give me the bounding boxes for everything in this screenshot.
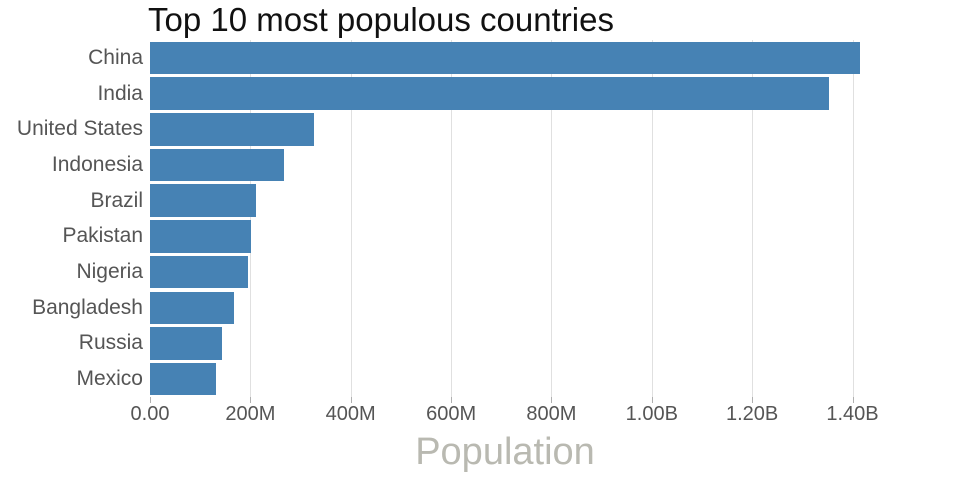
x-tick-mark: [350, 397, 352, 403]
gridline: [852, 40, 854, 397]
x-axis-title: Population: [415, 431, 595, 473]
y-tick-label: United States: [16, 117, 143, 141]
x-tick-label: 200M: [225, 403, 276, 425]
bar-china: [150, 41, 860, 75]
gridline: [350, 40, 352, 397]
x-tick-label: 600M: [426, 403, 477, 425]
x-tick-label: 1.40B: [826, 403, 879, 425]
x-tick-label: 0.00: [130, 403, 170, 425]
y-tick-label: Brazil: [90, 188, 143, 212]
x-tick-label: 800M: [526, 403, 577, 425]
x-tick-mark: [752, 397, 754, 403]
gridline: [250, 40, 252, 397]
y-axis-labels: China India United States Indonesia Brazil Pa…: [0, 40, 143, 397]
x-tick-mark: [150, 397, 151, 403]
gridline: [551, 40, 553, 397]
bar-india: [150, 77, 830, 110]
y-tick-label: Indonesia: [51, 152, 143, 176]
x-tick-label: 1.00B: [625, 403, 678, 425]
bar-bangladesh: [150, 291, 234, 324]
bar-indonesia: [150, 148, 284, 182]
y-tick-label: China: [88, 45, 143, 69]
x-axis: 0.00 200M 400M 600M 800M 1.00B 1.20B 1.40B: [131, 397, 879, 427]
y-tick-label: Pakistan: [62, 224, 143, 248]
x-tick-mark: [250, 397, 252, 403]
gridline: [451, 40, 453, 397]
bar-pakistan: [150, 220, 251, 253]
bar-russia: [150, 327, 223, 360]
y-tick-label: Bangladesh: [32, 295, 143, 319]
y-tick-label: Mexico: [76, 367, 143, 391]
x-tick-mark: [651, 397, 653, 403]
chart-title: Top 10 most populous countries: [148, 1, 614, 38]
y-tick-label: India: [97, 81, 143, 105]
x-tick-label: 1.20B: [725, 403, 779, 425]
bar-brazil: [150, 184, 256, 217]
x-tick-mark: [451, 397, 453, 403]
bar-united-states: [150, 113, 314, 146]
bar-nigeria: [150, 255, 249, 289]
gridline: [752, 40, 754, 397]
gridline: [651, 40, 653, 397]
x-tick-mark: [551, 397, 553, 403]
bar-mexico: [150, 362, 216, 396]
plot-area: [150, 40, 860, 397]
x-tick-label: 400M: [325, 403, 376, 425]
x-tick-mark: [852, 397, 854, 403]
y-tick-label: Russia: [78, 331, 143, 355]
y-tick-label: Nigeria: [76, 260, 143, 284]
